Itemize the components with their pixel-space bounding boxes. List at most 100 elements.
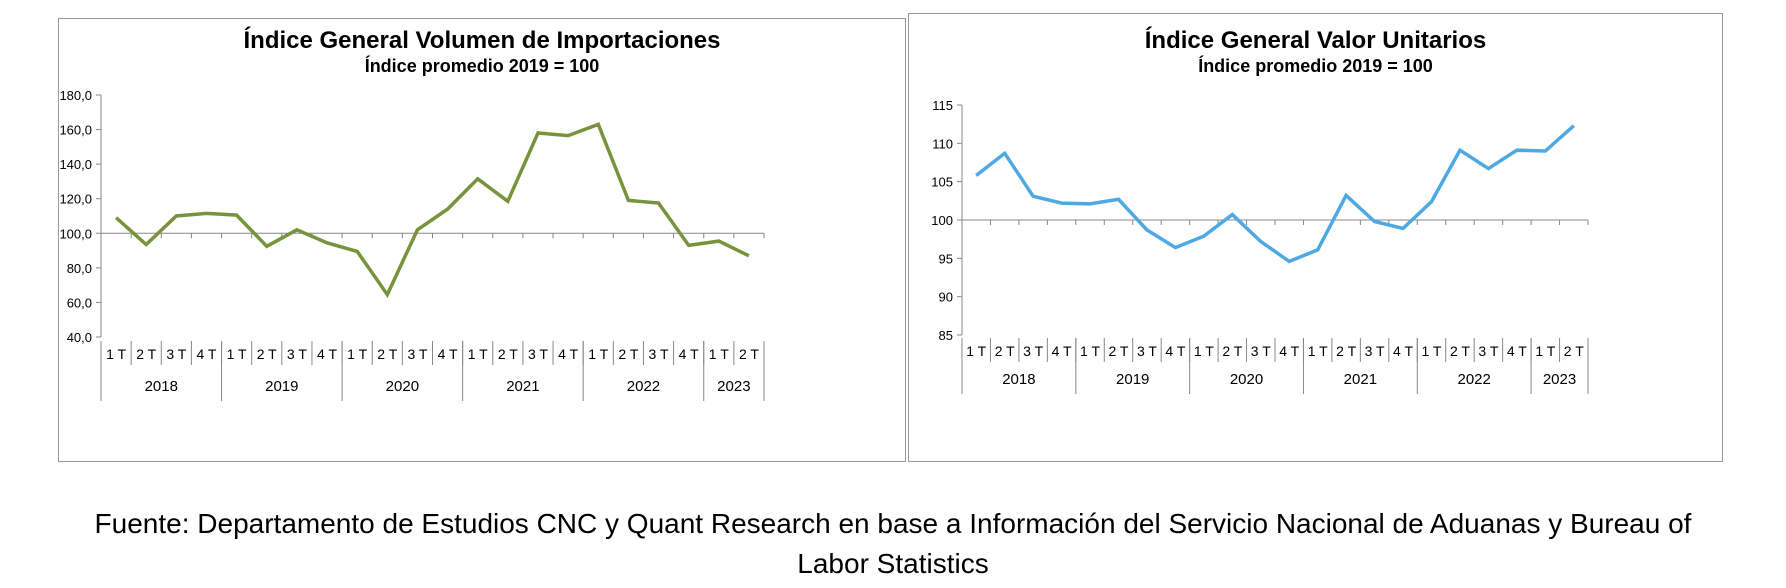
data-point [144,243,148,247]
x-category-label: 3 T [407,346,427,362]
data-point [1543,149,1547,153]
x-year-label: 2018 [1002,371,1035,388]
data-point [687,243,691,247]
y-tick-label: 105 [931,175,953,190]
y-tick-label: 100,0 [59,226,92,241]
data-point [974,174,978,178]
chart-volumen-title: Índice General Volumen de Importaciones [243,27,721,54]
x-category-label: 1 T [347,346,367,362]
data-point [476,177,480,181]
data-point [355,249,359,253]
data-point [295,228,299,232]
x-category-label: 1 T [1308,343,1328,359]
data-point [566,134,570,138]
x-category-label: 3 T [1137,343,1157,359]
y-tick-label: 80,0 [67,261,92,276]
data-point [1458,148,1462,152]
x-category-label: 4 T [1052,343,1072,359]
y-tick-label: 85 [939,328,953,343]
x-category-label: 3 T [1365,343,1385,359]
data-point [1230,213,1234,217]
x-category-label: 1 T [468,346,488,362]
x-year-label: 2020 [1230,371,1263,388]
x-category-label: 2 T [1564,343,1584,359]
x-category-label: 1 T [1194,343,1214,359]
x-category-label: 1 T [1080,343,1100,359]
x-year-label: 2022 [627,378,660,395]
data-point [114,216,118,220]
data-point [536,131,540,135]
chart-volumen-canvas: 40,0 60,0 80,0 100,0 120,0 140,0 160,0 180,0 1 T… [59,88,765,401]
x-year-label: 2019 [265,378,298,395]
x-year-label: 2019 [1116,371,1149,388]
data-point [204,211,208,215]
x-category-label: 4 T [438,346,458,362]
data-point [1373,220,1377,224]
y-tick-label: 110 [932,136,953,151]
data-point [235,213,239,217]
x-year-label: 2020 [386,378,419,395]
x-category-label: 3 T [649,346,669,362]
x-category-label: 2 T [739,346,759,362]
x-category-label: 4 T [679,346,699,362]
x-category-label: 3 T [528,346,548,362]
data-point [1202,234,1206,238]
x-category-label: 2 T [136,346,156,362]
x-category-label: 4 T [1165,343,1185,359]
x-category-label: 2 T [995,343,1015,359]
data-point [1259,239,1263,243]
data-point [1287,259,1291,263]
x-category-label: 1 T [588,346,608,362]
data-point [1316,248,1320,252]
chart-valor-title: Índice General Valor Unitarios [1144,27,1487,54]
source-line-1: Fuente: Departamento de Estudios CNC y Q… [94,508,1692,539]
x-category-label: 2 T [1109,343,1129,359]
data-point [1031,194,1035,198]
x-year-label: 2021 [506,378,539,395]
x-category-label: 4 T [558,346,578,362]
x-category-label: 1 T [1535,343,1555,359]
y-tick-label: 60,0 [67,295,92,310]
x-category-label: 1 T [106,346,126,362]
data-point [506,199,510,203]
x-category-label: 4 T [1507,343,1527,359]
x-category-label: 2 T [1450,343,1470,359]
series-line [114,122,750,299]
chart-volumen-importaciones: 40,0 60,0 80,0 100,0 120,0 140,0 160,0 180,0 1 T… [58,18,906,462]
x-category-label: 2 T [377,346,397,362]
x-category-label: 3 T [1478,343,1498,359]
x-category-label: 2 T [498,346,518,362]
x-year-label: 2023 [1543,371,1576,388]
x-category-label: 4 T [1279,343,1299,359]
chart-volumen-subtitle: Índice promedio 2019 = 100 [364,56,600,76]
x-category-label: 1 T [966,343,986,359]
data-point [626,198,630,202]
x-category-label: 3 T [1251,343,1271,359]
x-category-label: 2 T [1222,343,1242,359]
y-tick-label: 95 [939,251,953,266]
data-point [1515,148,1519,152]
x-category-label: 4 T [317,346,337,362]
data-point [265,244,269,248]
data-point [174,214,178,218]
data-point [1173,246,1177,250]
y-tick-label: 160,0 [59,123,92,138]
data-point [596,122,600,126]
data-point [717,239,721,243]
data-point [1401,226,1405,230]
data-point [1572,124,1576,128]
x-category-label: 2 T [257,346,277,362]
data-point [1117,197,1121,201]
chart-valor-unitarios: 85 90 95 100 105 110 115 1 T 2 T 3 T 4 T 1 T 2 T 3 T 4… [908,13,1723,462]
x-category-label: 4 T [1393,343,1413,359]
x-category-label: 3 T [287,346,307,362]
data-point [1060,201,1064,205]
y-tick-label: 115 [932,98,953,113]
data-point [415,228,419,232]
data-point [1145,228,1149,232]
y-tick-label: 180,0 [59,88,92,103]
y-tick-label: 120,0 [59,192,92,207]
x-category-label: 4 T [196,346,216,362]
data-point [1088,202,1092,206]
data-point [325,241,329,245]
